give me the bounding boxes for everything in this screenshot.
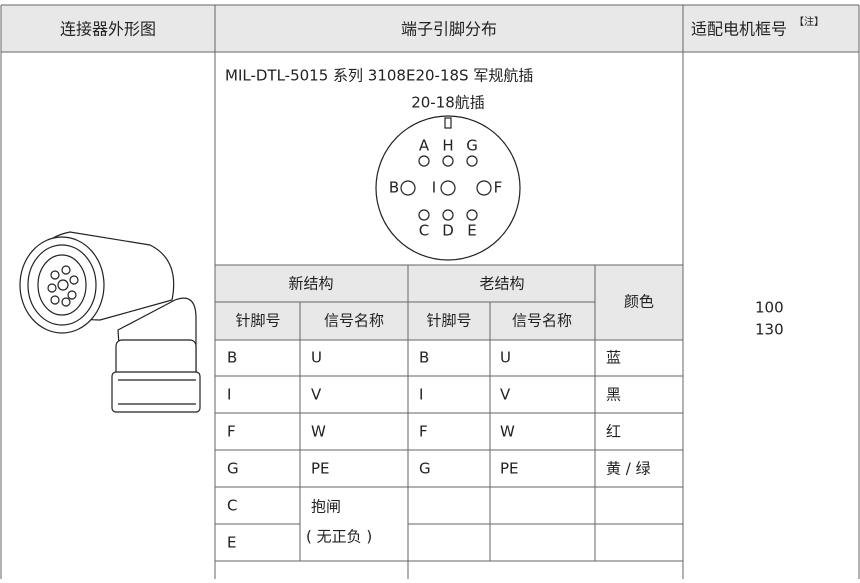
pin-cell: B (419, 349, 429, 367)
note-mark: 【注】 (794, 15, 824, 28)
sub-header: 针脚号 (235, 312, 280, 330)
pin-table-grid (215, 264, 683, 579)
outer-grid (0, 4, 860, 579)
column-header: 适配电机框号 (691, 20, 787, 39)
sub-header: 信号名称 (512, 312, 572, 330)
pin-cell: W (311, 423, 326, 441)
pin-cell: W (500, 423, 515, 441)
pin-cell: B (227, 349, 237, 367)
pin-cell: U (311, 349, 322, 367)
pin-cell: 蓝 (606, 349, 621, 367)
pin-cell: 黑 (606, 386, 621, 404)
frame-size: 130 (755, 321, 784, 339)
pin-rows: B U B U 蓝 I V I V 黑 F W F W 红 G PE G PE 黄 / 绿 (227, 349, 651, 478)
group-header: 新结构 (288, 275, 333, 293)
pin-cell: U (500, 349, 511, 367)
sub-header: 信号名称 (324, 312, 384, 330)
pin-cell: PE (311, 460, 330, 478)
sub-header: 针脚号 (426, 312, 471, 330)
pin-label: H (442, 137, 453, 155)
connector-photo (19, 231, 201, 413)
pin-cell: E (227, 534, 236, 552)
pin-label: E (467, 222, 476, 240)
column-header: 连接器外形图 (60, 20, 156, 39)
pin-label: G (466, 137, 478, 155)
pin-label: A (419, 137, 430, 155)
pin-cell: V (311, 386, 322, 404)
pin-cell: I (227, 386, 231, 404)
pin-cell: C (227, 497, 237, 515)
pin-cell: F (419, 423, 428, 441)
header-bg (1, 5, 859, 52)
pin-cell: PE (500, 460, 519, 478)
pin-label: I (432, 179, 436, 197)
frame-size: 100 (755, 299, 784, 317)
pin-cell: I (419, 386, 423, 404)
group-header: 老结构 (479, 275, 524, 293)
connector-spec: MIL-DTL-5015 系列 3108E20-18S 军规航插 (225, 67, 533, 85)
color-header: 颜色 (624, 293, 654, 311)
pin-cell: F (227, 423, 236, 441)
pin-cell: G (419, 460, 431, 478)
pin-label: D (442, 222, 454, 240)
pin-cell: 红 (606, 423, 621, 441)
pin-label: F (494, 179, 503, 197)
pin-cell: G (227, 460, 239, 478)
pin-label: C (419, 222, 429, 240)
pin-cell: 黄 / 绿 (606, 460, 651, 478)
signal-cell: ( 无正负 ) (306, 528, 372, 546)
pin-cell: V (500, 386, 511, 404)
pin-diagram (375, 115, 521, 261)
column-header: 端子引脚分布 (401, 20, 497, 39)
pin-label: B (389, 179, 399, 197)
signal-cell: 抱闸 (311, 498, 341, 516)
connector-title: 20-18航插 (411, 94, 485, 112)
